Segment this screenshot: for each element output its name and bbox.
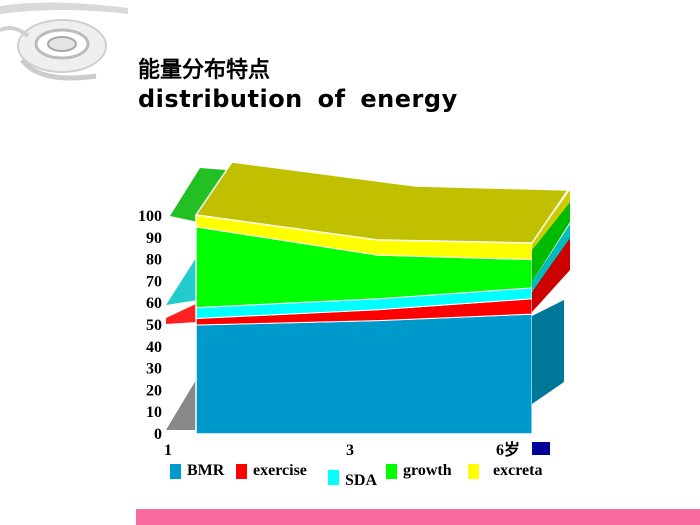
y-tick-label: 100 [138, 208, 162, 225]
box-outline [195, 216, 532, 435]
x-tick-label: 1 [164, 442, 172, 459]
page-title: 能量分布特点 distribution of energy [138, 58, 458, 114]
title-chinese: 能量分布特点 [138, 58, 271, 83]
exercise-side-face [532, 236, 570, 312]
legend-item-bmr: BMR [170, 462, 224, 480]
growth-side-face [532, 202, 570, 282]
y-tick-label: 30 [146, 361, 162, 378]
area-bmr [195, 313, 533, 435]
chart-legend: BMR exercise SDA growth excreta [168, 458, 588, 489]
sda-left-wedge [166, 258, 198, 305]
y-tick-label: 90 [146, 230, 162, 247]
legend-label-exercise: exercise [253, 462, 307, 479]
excreta-side-face [532, 190, 570, 250]
legend-label-excreta: excreta [493, 462, 543, 479]
legend-item-sda: SDA [328, 464, 377, 490]
growth-back-ledge [170, 168, 226, 222]
y-tick-label: 80 [146, 252, 162, 269]
bmr-side-face [532, 300, 564, 404]
stethoscope-logo [0, 2, 128, 81]
top-face [194, 161, 570, 244]
legend-item-growth: growth [386, 462, 452, 480]
x-tick-label: 6岁 [496, 440, 520, 459]
sda-side-face [532, 224, 570, 292]
y-tick-label: 20 [146, 382, 162, 399]
y-tick-label: 60 [146, 295, 162, 312]
footer-bar [136, 509, 700, 525]
legend-swatch-sda [328, 469, 339, 485]
y-tick-label: 40 [146, 339, 162, 356]
accent-box [532, 442, 550, 455]
legend-swatch-excreta [468, 463, 479, 479]
legend-label-sda: SDA [345, 472, 378, 489]
legend-swatch-growth [386, 463, 397, 479]
y-tick-label: 70 [146, 273, 162, 290]
y-tick-label: 10 [146, 404, 162, 421]
floor-left-wedge [166, 380, 197, 430]
legend-swatch-bmr [170, 463, 181, 479]
y-tick-label: 50 [146, 317, 162, 334]
title-english: distribution of energy [138, 85, 458, 113]
x-tick-label: 3 [346, 442, 354, 459]
y-tick-label: 0 [154, 426, 162, 443]
legend-label-growth: growth [403, 462, 452, 479]
exercise-left-wedge [166, 304, 197, 324]
legend-label-bmr: BMR [187, 462, 225, 479]
legend-swatch-exercise [236, 463, 247, 479]
legend-item-exercise: exercise [236, 462, 307, 480]
legend-item-excreta: excreta [468, 462, 542, 480]
